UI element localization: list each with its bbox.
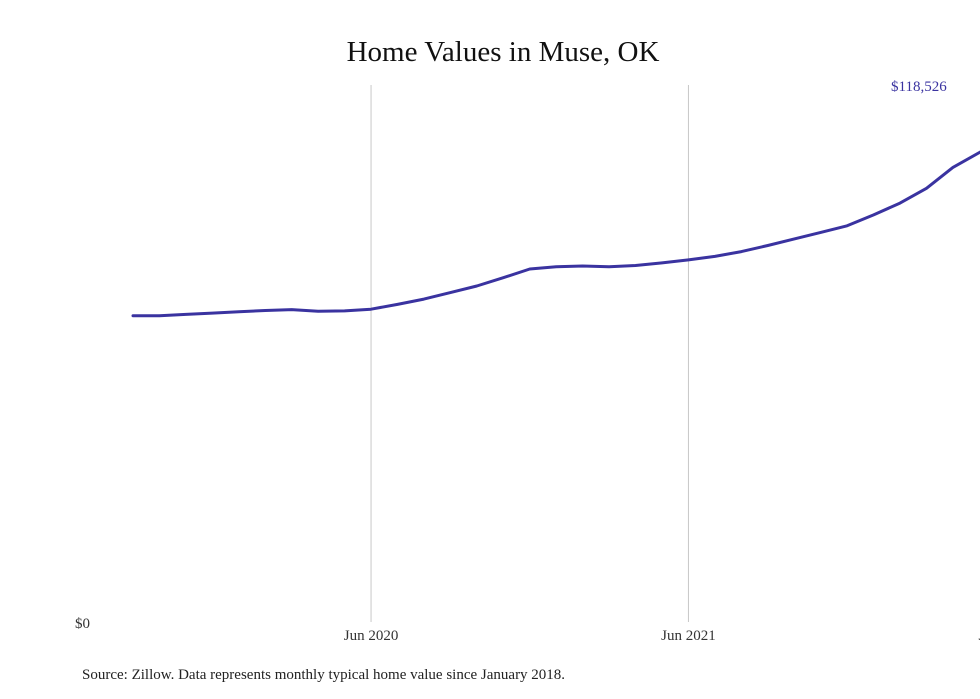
x-tick-label-2: Jun 2022 bbox=[979, 628, 980, 644]
chart-title: Home Values in Muse, OK bbox=[347, 36, 660, 68]
x-axis-ticks: Jun 2020 Jun 2021 Jun 2022 bbox=[344, 628, 980, 644]
x-tick-label-0: Jun 2020 bbox=[344, 628, 399, 644]
x-tick-label-1: Jun 2021 bbox=[661, 628, 716, 644]
gridlines bbox=[370, 85, 689, 622]
series-line bbox=[131, 150, 980, 318]
source-note: Source: Zillow. Data represents monthly … bbox=[82, 667, 566, 683]
y-tick-label-0: $0 bbox=[75, 616, 90, 632]
end-value-label: $118,526 bbox=[891, 79, 947, 95]
